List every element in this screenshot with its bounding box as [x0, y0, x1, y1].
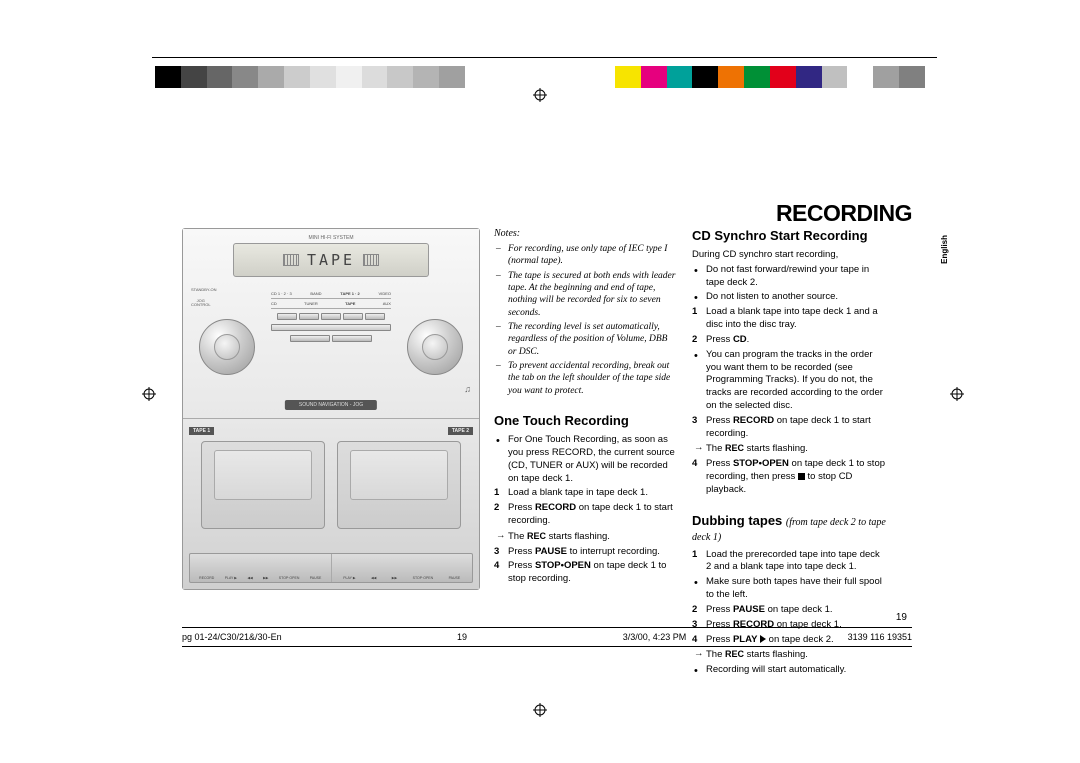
- manual-page: RECORDING English MINI HI-FI SYSTEM TAPE…: [152, 57, 937, 657]
- page-number: 19: [896, 612, 907, 623]
- device-illustration: MINI HI-FI SYSTEM TAPE STANDBY-ON JOGCON…: [182, 228, 480, 590]
- cd-synchro-heading: CD Synchro Start Recording: [692, 228, 887, 243]
- standby-label: STANDBY-ON: [191, 287, 217, 292]
- tape-1-label: TAPE 1: [189, 427, 214, 435]
- equalizer-icon: [283, 254, 299, 266]
- page-title: RECORDING: [776, 200, 912, 227]
- text-column-2: CD Synchro Start Recording During CD syn…: [692, 228, 887, 679]
- volume-dial-icon: [407, 319, 463, 375]
- dubbing-list: Load the prerecorded tape into tape deck…: [692, 549, 887, 677]
- equalizer-icon: [363, 254, 379, 266]
- registration-mark-icon: [533, 703, 547, 717]
- text-column-1: Notes: For recording, use only tape of I…: [494, 228, 677, 588]
- footer-timestamp: 3/3/00, 4:23 PM: [517, 632, 792, 642]
- registration-mark-icon: [950, 387, 964, 401]
- headphone-icon: ♫: [464, 384, 471, 394]
- dubbing-heading-text: Dubbing tapes: [692, 513, 782, 528]
- jog-control-label: JOGCONTROL: [191, 299, 211, 308]
- jog-dial-icon: [199, 319, 255, 375]
- device-source-controls: CD 1 · 2 · 3BANDTAPE 1 · 2VIDEO CDTUNERT…: [271, 291, 391, 342]
- one-touch-heading: One Touch Recording: [494, 413, 677, 428]
- sound-nav-label: SOUND NAVIGATION - JOG: [285, 400, 377, 410]
- notes-list: For recording, use only tape of IEC type…: [494, 243, 677, 397]
- dubbing-heading: Dubbing tapes (from tape deck 2 to tape …: [692, 513, 887, 543]
- notes-heading: Notes:: [494, 228, 677, 239]
- cd-synchro-intro: During CD synchro start recording,: [692, 249, 887, 262]
- device-brand-text: MINI HI-FI SYSTEM: [309, 235, 354, 241]
- cd-synchro-list: Do not fast forward/rewind your tape in …: [692, 264, 887, 497]
- language-tab: English: [940, 235, 949, 264]
- device-display-text: TAPE: [307, 251, 355, 269]
- one-touch-list: For One Touch Recording, as soon as you …: [494, 434, 677, 586]
- device-display: TAPE: [233, 243, 429, 277]
- tape-2-label: TAPE 2: [448, 427, 473, 435]
- footer-file: pg 01-24/C30/21&/30-En: [182, 632, 457, 642]
- footer-doc-id: 3139 116 19351: [792, 632, 912, 642]
- page-footer: pg 01-24/C30/21&/30-En 19 3/3/00, 4:23 P…: [182, 627, 912, 647]
- cassette-door-icon: [337, 441, 461, 529]
- footer-page: 19: [457, 632, 517, 642]
- cassette-door-icon: [201, 441, 325, 529]
